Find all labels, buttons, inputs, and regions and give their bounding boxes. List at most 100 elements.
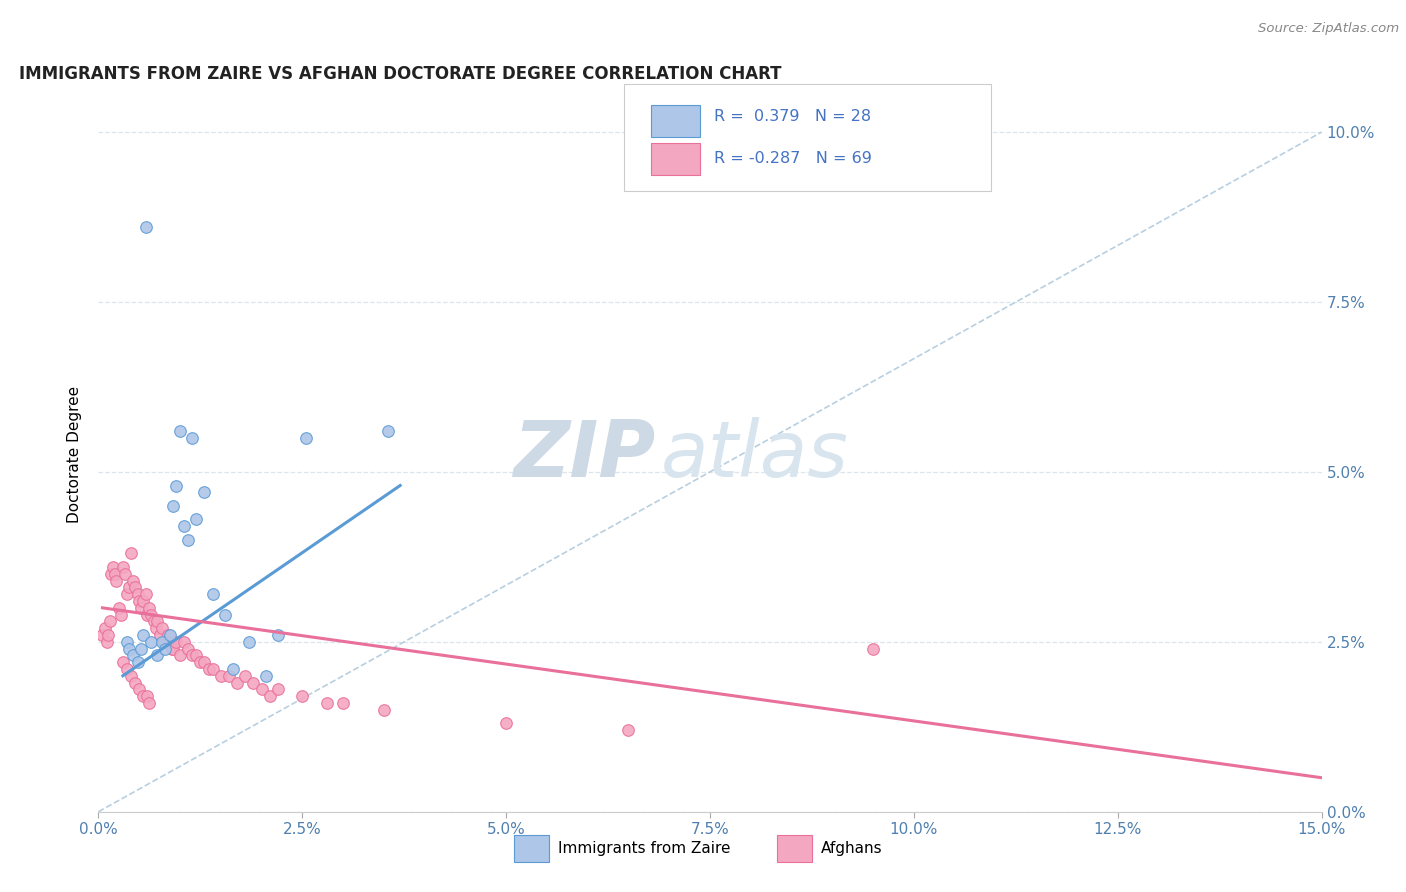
Point: [115, 635, 138, 649]
Point: [177, 533, 200, 547]
Point: [193, 485, 215, 500]
Point: [186, 512, 208, 526]
Point: [135, 587, 157, 601]
Point: [377, 424, 399, 438]
Point: [159, 635, 181, 649]
Point: [315, 696, 337, 710]
Point: [124, 675, 146, 690]
Point: [96, 635, 118, 649]
Point: [146, 648, 169, 663]
Point: [142, 615, 165, 629]
Point: [193, 655, 215, 669]
Point: [186, 648, 208, 663]
Point: [105, 574, 128, 588]
Point: [197, 662, 219, 676]
Point: [250, 682, 273, 697]
Point: [121, 574, 143, 588]
Text: ZIP: ZIP: [513, 417, 655, 493]
Point: [98, 615, 121, 629]
Point: [181, 648, 204, 663]
Point: [118, 641, 141, 656]
FancyBboxPatch shape: [651, 105, 700, 137]
FancyBboxPatch shape: [778, 835, 811, 862]
Point: [169, 424, 191, 438]
Point: [128, 682, 150, 697]
Point: [118, 581, 141, 595]
Point: [120, 546, 142, 560]
Point: [156, 628, 179, 642]
Point: [177, 641, 200, 656]
Point: [101, 560, 124, 574]
Point: [141, 607, 163, 622]
Point: [108, 600, 131, 615]
Point: [267, 628, 290, 642]
Point: [135, 220, 157, 235]
Point: [188, 655, 212, 669]
Point: [160, 641, 183, 656]
Point: [254, 669, 277, 683]
Point: [162, 499, 184, 513]
Point: [238, 635, 260, 649]
Point: [104, 566, 127, 581]
Point: [181, 431, 204, 445]
Point: [138, 696, 160, 710]
Point: [495, 716, 517, 731]
Point: [173, 519, 195, 533]
Point: [127, 587, 149, 601]
FancyBboxPatch shape: [624, 84, 991, 191]
Point: [159, 628, 181, 642]
Point: [141, 635, 163, 649]
Text: atlas: atlas: [661, 417, 849, 493]
Point: [165, 478, 187, 492]
Point: [150, 635, 173, 649]
Point: [226, 675, 249, 690]
Text: R = -0.287   N = 69: R = -0.287 N = 69: [714, 152, 872, 166]
Point: [132, 628, 155, 642]
Point: [120, 669, 142, 683]
Point: [146, 615, 169, 629]
Point: [91, 628, 114, 642]
Point: [128, 594, 150, 608]
Point: [233, 669, 256, 683]
Point: [259, 689, 281, 703]
Point: [150, 621, 173, 635]
Point: [165, 635, 187, 649]
Point: [332, 696, 354, 710]
Point: [129, 600, 152, 615]
Point: [124, 581, 146, 595]
Point: [127, 655, 149, 669]
Point: [97, 628, 120, 642]
Point: [242, 675, 264, 690]
Point: [132, 594, 155, 608]
Point: [136, 607, 159, 622]
Point: [115, 662, 138, 676]
Text: Immigrants from Zaire: Immigrants from Zaire: [558, 840, 731, 855]
Point: [136, 689, 159, 703]
Point: [209, 669, 232, 683]
Point: [110, 607, 132, 622]
Text: Afghans: Afghans: [821, 840, 883, 855]
Point: [152, 635, 174, 649]
Point: [111, 560, 134, 574]
Point: [291, 689, 314, 703]
Point: [145, 621, 167, 635]
Point: [129, 641, 152, 656]
Point: [121, 648, 143, 663]
Point: [114, 566, 136, 581]
Point: [373, 703, 395, 717]
Point: [201, 587, 224, 601]
Point: [149, 628, 172, 642]
Point: [214, 607, 236, 622]
Point: [111, 655, 134, 669]
Point: [222, 662, 245, 676]
Point: [100, 566, 122, 581]
Point: [295, 431, 318, 445]
FancyBboxPatch shape: [651, 143, 700, 175]
Point: [218, 669, 240, 683]
Point: [132, 689, 155, 703]
Point: [138, 600, 160, 615]
Point: [201, 662, 224, 676]
Text: Source: ZipAtlas.com: Source: ZipAtlas.com: [1258, 22, 1399, 36]
Point: [173, 635, 195, 649]
Point: [162, 641, 184, 656]
